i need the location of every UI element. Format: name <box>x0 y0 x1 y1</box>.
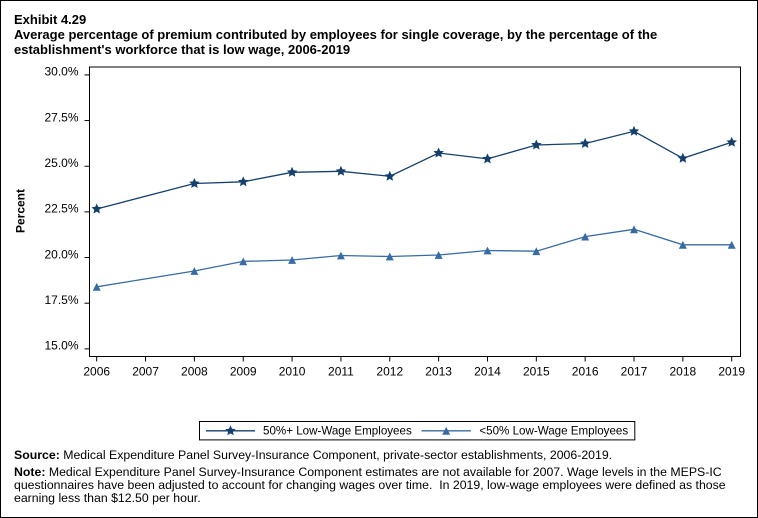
svg-text:30.0%: 30.0% <box>44 65 78 79</box>
svg-text:2007: 2007 <box>132 364 159 378</box>
svg-text:25.0%: 25.0% <box>44 156 78 170</box>
svg-text:2010: 2010 <box>279 364 306 378</box>
svg-text:2006: 2006 <box>83 364 110 378</box>
svg-text:2016: 2016 <box>572 364 599 378</box>
svg-text:2012: 2012 <box>376 364 403 378</box>
svg-text:<50% Low-Wage Employees: <50% Low-Wage Employees <box>479 424 628 437</box>
svg-text:2017: 2017 <box>621 364 648 378</box>
svg-text:Percent: Percent <box>14 189 28 233</box>
svg-text:2015: 2015 <box>523 364 550 378</box>
svg-text:2019: 2019 <box>718 364 745 378</box>
svg-text:2009: 2009 <box>230 364 257 378</box>
svg-text:17.5%: 17.5% <box>44 293 78 307</box>
svg-text:15.0%: 15.0% <box>44 339 78 353</box>
svg-text:50%+ Low-Wage Employees: 50%+ Low-Wage Employees <box>263 424 412 437</box>
svg-text:22.5%: 22.5% <box>44 202 78 216</box>
svg-text:2013: 2013 <box>425 364 452 378</box>
svg-text:20.0%: 20.0% <box>44 247 78 261</box>
svg-text:2014: 2014 <box>474 364 501 378</box>
svg-text:2018: 2018 <box>669 364 696 378</box>
svg-text:2011: 2011 <box>328 364 354 378</box>
svg-text:2008: 2008 <box>181 364 208 378</box>
svg-text:27.5%: 27.5% <box>44 110 78 124</box>
